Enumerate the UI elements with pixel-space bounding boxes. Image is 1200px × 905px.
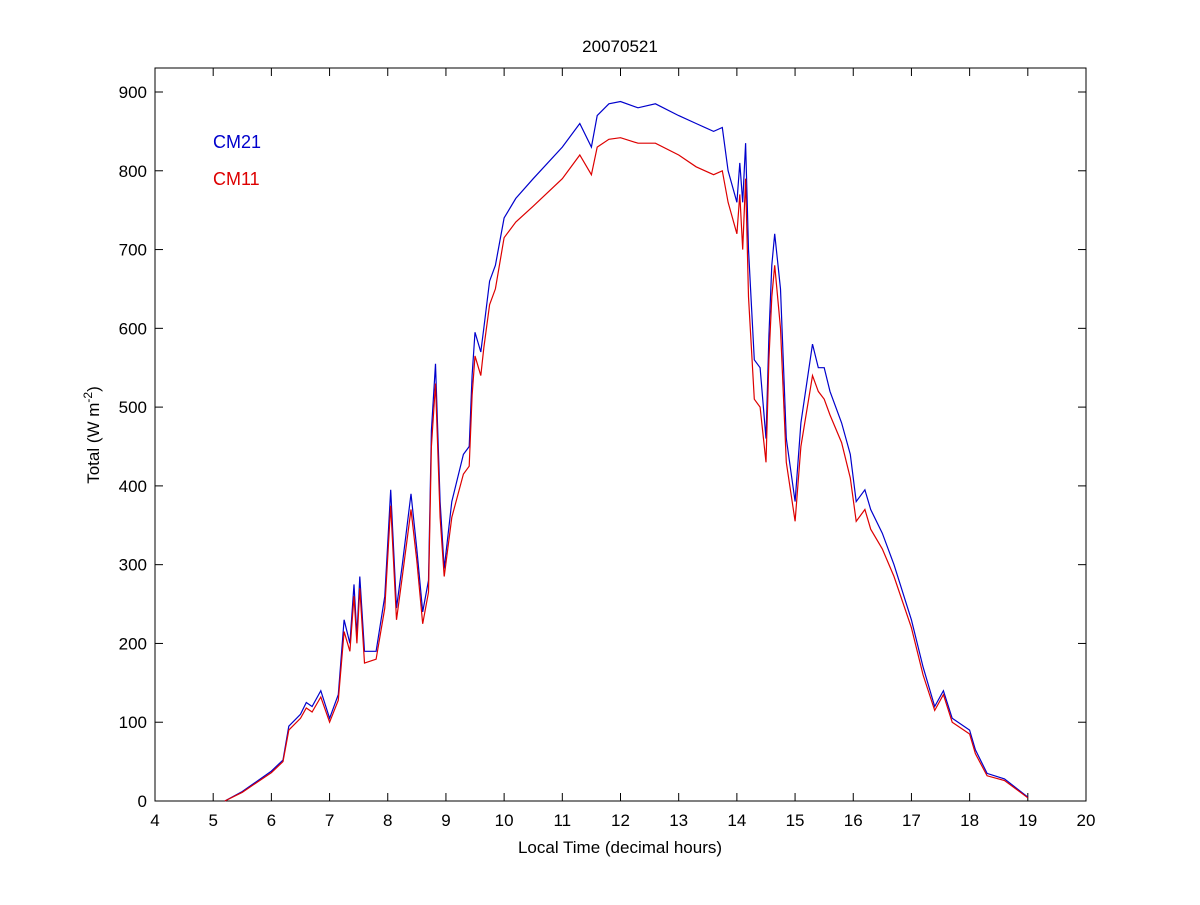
y-tick-label: 600 bbox=[119, 319, 147, 338]
y-axis-label-end: ) bbox=[84, 386, 103, 392]
y-tick-label: 300 bbox=[119, 556, 147, 575]
x-tick-label: 6 bbox=[267, 811, 276, 830]
x-tick-label: 11 bbox=[553, 811, 571, 830]
y-tick-label: 0 bbox=[138, 792, 147, 811]
x-tick-label: 17 bbox=[902, 811, 921, 830]
series-line-cm21 bbox=[224, 100, 1029, 802]
y-tick-label: 900 bbox=[119, 83, 147, 102]
x-axis-label: Local Time (decimal hours) bbox=[518, 838, 722, 857]
x-tick-label: 7 bbox=[325, 811, 334, 830]
y-tick-label: 200 bbox=[119, 634, 147, 653]
x-tick-label: 5 bbox=[208, 811, 217, 830]
y-tick-label: 400 bbox=[119, 477, 147, 496]
y-axis-label: Total (W m-2) bbox=[81, 386, 103, 484]
x-tick-label: 16 bbox=[844, 811, 863, 830]
legend-entry-cm21: CM21 bbox=[213, 132, 261, 152]
x-tick-label: 19 bbox=[1018, 811, 1037, 830]
x-tick-label: 14 bbox=[727, 811, 746, 830]
y-tick-label: 700 bbox=[119, 241, 147, 260]
x-tick-label: 12 bbox=[611, 811, 630, 830]
x-tick-label: 9 bbox=[441, 811, 450, 830]
y-tick-label: 500 bbox=[119, 398, 147, 417]
x-tick-label: 4 bbox=[150, 811, 159, 830]
x-tick-label: 18 bbox=[960, 811, 979, 830]
x-tick-label: 15 bbox=[786, 811, 805, 830]
x-tick-label: 13 bbox=[669, 811, 688, 830]
y-axis-label-main: Total (W m bbox=[84, 403, 103, 484]
x-tick-label: 20 bbox=[1077, 811, 1096, 830]
x-tick-label: 8 bbox=[383, 811, 392, 830]
plot-area bbox=[154, 67, 1087, 802]
chart-title: 20070521 bbox=[582, 37, 658, 56]
y-tick-label: 100 bbox=[119, 713, 147, 732]
series-line-cm11 bbox=[224, 137, 1029, 802]
y-axis-label-sup: -2 bbox=[81, 392, 95, 403]
legend-entry-cm11: CM11 bbox=[213, 169, 260, 189]
y-tick-label: 800 bbox=[119, 162, 147, 181]
x-tick-label: 10 bbox=[495, 811, 514, 830]
